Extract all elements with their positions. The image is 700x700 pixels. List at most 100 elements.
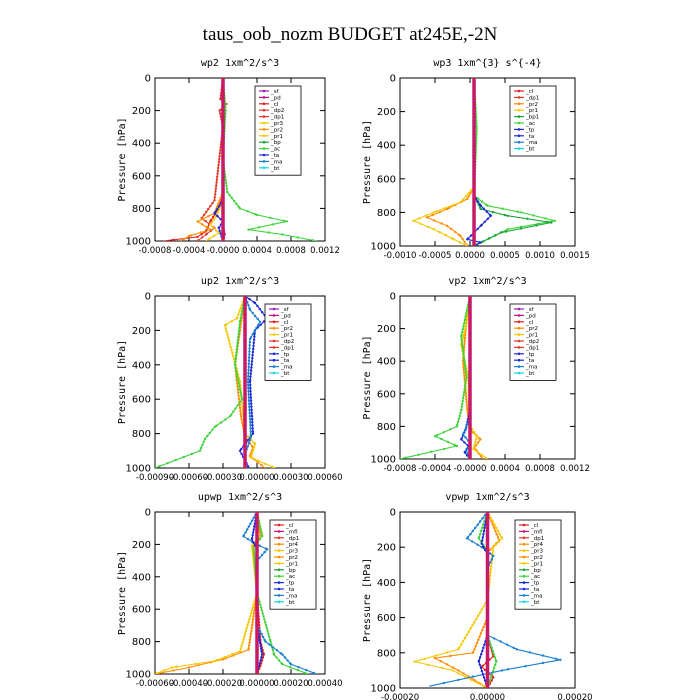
- series-marker: [250, 360, 254, 363]
- series-marker: [266, 629, 269, 633]
- series-marker: [171, 238, 175, 241]
- series-marker: [495, 660, 498, 663]
- series-marker: [249, 635, 252, 638]
- y-tick-label: 1000: [126, 464, 151, 475]
- series-marker: [250, 544, 254, 548]
- x-tick-label: -0.00090: [136, 473, 174, 483]
- legend-label: _cl: [270, 102, 279, 108]
- series-marker: [471, 529, 474, 533]
- legend-marker: [522, 562, 526, 565]
- series-marker: [251, 354, 254, 357]
- series-marker: [236, 339, 239, 342]
- series-marker: [247, 362, 250, 365]
- series-marker: [476, 523, 479, 526]
- series-marker: [249, 372, 252, 375]
- series-marker: [213, 199, 216, 202]
- series-marker: [223, 324, 227, 327]
- series-marker: [224, 109, 227, 112]
- series-marker: [200, 223, 204, 226]
- series-marker: [490, 558, 493, 561]
- y-tick-label: 200: [377, 543, 396, 554]
- legend-marker: [277, 568, 281, 572]
- series-marker: [216, 172, 219, 175]
- series-marker: [476, 543, 479, 546]
- series-marker: [201, 443, 204, 447]
- series-marker: [476, 197, 480, 200]
- y-axis-label: Pressure [hPa]: [362, 558, 373, 642]
- series-marker: [259, 606, 263, 609]
- legend-marker: [277, 549, 281, 552]
- series-marker: [212, 218, 216, 221]
- series-marker: [413, 660, 416, 663]
- series-marker: [479, 241, 482, 244]
- series-marker: [249, 369, 253, 372]
- legend-label: _pr3: [530, 549, 544, 555]
- series-marker: [174, 458, 177, 462]
- series-marker: [485, 210, 488, 213]
- series-marker: [481, 526, 484, 529]
- series-marker: [288, 666, 292, 669]
- series-marker: [251, 424, 254, 427]
- legend-label: _ac: [530, 574, 540, 580]
- series-marker: [478, 663, 481, 666]
- series-marker: [249, 615, 252, 618]
- x-tick-label: -0.00020: [204, 679, 242, 689]
- legend-label: _ma: [525, 140, 537, 146]
- series-marker: [481, 539, 484, 542]
- x-tick-label: 0.00000: [239, 679, 274, 689]
- legend-label: _cl: [530, 523, 539, 529]
- series-marker: [253, 525, 256, 528]
- series-marker: [257, 459, 260, 462]
- figure-title: taus_oob_nozm BUDGET at245E,-2N: [203, 24, 498, 45]
- series-marker: [465, 376, 468, 379]
- series-marker: [493, 523, 496, 526]
- series-marker: [483, 622, 487, 626]
- series-marker: [201, 236, 204, 239]
- series-marker: [463, 675, 467, 678]
- series-marker: [553, 219, 556, 222]
- series-group: [400, 296, 488, 459]
- legend-marker: [517, 307, 521, 311]
- series-marker: [252, 603, 255, 606]
- y-axis-label: Pressure [hPa]: [117, 117, 128, 201]
- series-marker: [238, 449, 242, 452]
- series-marker: [237, 336, 240, 339]
- series-marker: [417, 453, 420, 456]
- series-marker: [211, 216, 215, 219]
- series-marker: [541, 661, 545, 665]
- legend-label: _pr1: [525, 108, 538, 114]
- series-marker: [258, 307, 261, 311]
- series-marker: [475, 136, 478, 139]
- series-marker: [260, 535, 264, 538]
- series-marker: [235, 317, 239, 320]
- series-marker: [253, 335, 256, 338]
- series-marker: [267, 231, 271, 234]
- series-marker: [249, 378, 252, 382]
- series-marker: [230, 413, 233, 416]
- legend-label: _tp: [525, 127, 535, 133]
- legend-marker: [262, 89, 266, 93]
- series-marker: [249, 387, 252, 390]
- series-marker: [482, 605, 485, 608]
- series-marker: [439, 660, 443, 663]
- series-marker: [217, 160, 221, 164]
- series-marker: [251, 452, 254, 455]
- plot-frame: [154, 77, 326, 242]
- series-marker: [492, 637, 496, 640]
- series-marker: [464, 392, 468, 395]
- legend-marker: [272, 333, 276, 336]
- series-marker: [431, 213, 434, 217]
- legend-marker: [277, 530, 281, 533]
- series-marker: [253, 558, 256, 561]
- legend-label: _tp: [530, 581, 540, 587]
- legend-label: _pr2: [525, 102, 538, 108]
- series-marker: [261, 635, 265, 639]
- series-marker: [229, 345, 232, 349]
- x-tick-label: 0.0012: [310, 246, 340, 256]
- series-marker: [209, 223, 212, 226]
- series-marker: [158, 465, 161, 468]
- series-marker: [451, 204, 454, 207]
- series-marker: [465, 373, 468, 377]
- legend: _cl_dp1_pr2_pr1_bp1_ac_tp_ta_ma_bt: [509, 85, 557, 157]
- series-marker: [246, 380, 250, 384]
